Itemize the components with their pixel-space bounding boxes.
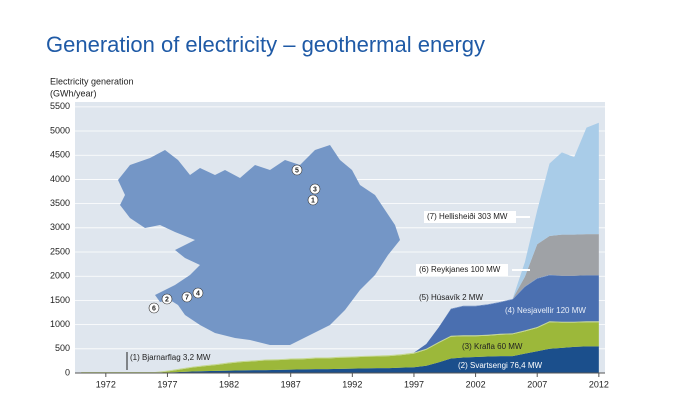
y-tick-label: 4000 — [50, 174, 70, 184]
map-marker-label: 1 — [311, 197, 315, 204]
area — [81, 234, 599, 373]
series-label: (5) Húsavík 2 MW — [419, 293, 483, 302]
series-label: (3) Krafla 60 MW — [462, 342, 523, 351]
map-marker-label: 6 — [152, 305, 156, 312]
chart-title: Generation of electricity – geothermal e… — [46, 32, 485, 57]
area — [81, 346, 599, 373]
y-tick-label: 2500 — [50, 246, 70, 256]
y-tick-label: 5000 — [50, 125, 70, 135]
x-tick-label: 2012 — [589, 379, 609, 389]
map-marker — [161, 293, 173, 305]
map-marker — [309, 183, 321, 195]
label-box — [416, 264, 508, 276]
map-marker — [181, 291, 193, 303]
x-tick-label: 1977 — [157, 379, 177, 389]
y-axis-label: Electricity generation — [50, 76, 134, 86]
map-marker-label: 5 — [295, 167, 299, 174]
x-tick-label: 1972 — [96, 379, 116, 389]
series-label: (1) Bjarnarflag 3,2 MW — [130, 353, 211, 362]
x-tick-label: 2007 — [527, 379, 547, 389]
series-label: (4) Nesjavellir 120 MW — [505, 306, 586, 315]
x-tick-label: 1982 — [219, 379, 239, 389]
series-label: (6) Reykjanes 100 MW — [419, 265, 501, 274]
y-tick-label: 4500 — [50, 150, 70, 160]
y-axis-unit: (GWh/year) — [50, 88, 97, 98]
y-tick-label: 3000 — [50, 222, 70, 232]
x-tick-label: 2002 — [466, 379, 486, 389]
map-marker-label: 3 — [313, 186, 317, 193]
y-tick-label: 500 — [55, 343, 70, 353]
map-marker-label: 2 — [165, 296, 169, 303]
label-box — [424, 211, 516, 223]
series-label: (2) Svartsengi 76,4 MW — [458, 361, 542, 370]
map-marker — [307, 194, 319, 206]
map-marker — [192, 287, 204, 299]
map-marker-label: 7 — [185, 294, 189, 301]
y-tick-label: 3500 — [50, 198, 70, 208]
y-tick-label: 1000 — [50, 319, 70, 329]
x-tick-label: 1992 — [342, 379, 362, 389]
area — [81, 322, 599, 373]
x-tick-label: 1997 — [404, 379, 424, 389]
map-marker-label: 4 — [196, 290, 200, 297]
x-tick-label: 1987 — [281, 379, 301, 389]
y-tick-label: 2000 — [50, 271, 70, 281]
y-tick-label: 5500 — [50, 101, 70, 111]
map-marker — [148, 302, 160, 314]
series-label: (7) Hellisheiði 303 MW — [427, 212, 508, 221]
area — [81, 275, 599, 373]
y-tick-label: 0 — [65, 367, 70, 377]
map-marker — [291, 164, 303, 176]
y-tick-label: 1500 — [50, 295, 70, 305]
